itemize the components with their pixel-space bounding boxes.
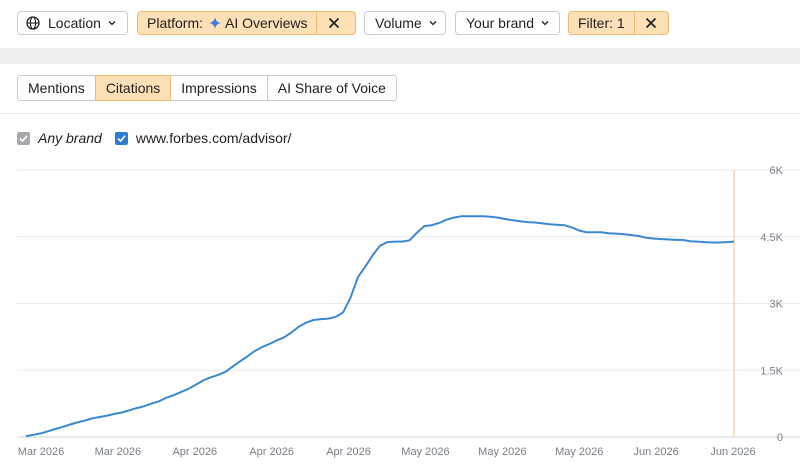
filter-count-label[interactable]: Filter: 1 xyxy=(578,15,625,31)
your-brand-filter-label: Your brand xyxy=(466,15,534,31)
volume-filter[interactable]: Volume xyxy=(364,11,446,35)
y-tick-label: 4.5K xyxy=(760,232,783,244)
any-brand-label: Any brand xyxy=(38,130,102,146)
chart-panel xyxy=(0,64,800,476)
y-tick-label: 1.5K xyxy=(760,365,783,377)
globe-icon xyxy=(26,16,40,30)
volume-filter-label: Volume xyxy=(375,15,422,31)
x-tick-label: May 2026 xyxy=(555,446,603,458)
platform-filter[interactable]: Platform: AI Overviews xyxy=(137,11,356,35)
x-tick-label: Jun 2026 xyxy=(710,446,755,458)
y-tick-label: 0 xyxy=(777,432,783,444)
your-brand-filter[interactable]: Your brand xyxy=(455,11,560,35)
forbes-advisor-checkbox[interactable] xyxy=(114,131,128,145)
x-tick-label: Apr 2026 xyxy=(249,446,294,458)
citations-line-chart: 0 1.5K 3K 4.5K 6K Mar 2026 Mar 2026 Apr 2026 Apr… xyxy=(17,165,800,458)
filter-bar: Location Platform: AI Overviews Volume Y… xyxy=(0,0,800,48)
x-tick-label: Mar 2026 xyxy=(18,446,64,458)
x-tick-label: May 2026 xyxy=(401,446,449,458)
tab-mentions[interactable]: Mentions xyxy=(17,75,96,101)
x-tick-label: Apr 2026 xyxy=(326,446,371,458)
platform-prefix: Platform: xyxy=(147,15,204,31)
close-icon xyxy=(328,17,340,29)
remove-platform-filter-button[interactable] xyxy=(316,12,350,34)
section-separator xyxy=(0,48,800,64)
check-icon xyxy=(19,134,28,142)
filter-count-chip[interactable]: Filter: 1 xyxy=(568,11,669,35)
clear-filters-button[interactable] xyxy=(633,12,668,34)
metric-tabs: Mentions Citations Impressions AI Share … xyxy=(17,75,397,101)
platform-value: AI Overviews xyxy=(225,15,308,31)
any-brand-checkbox[interactable] xyxy=(17,131,30,145)
chevron-down-icon xyxy=(429,21,437,26)
tab-citations[interactable]: Citations xyxy=(94,75,172,101)
tab-ai-share-of-voice[interactable]: AI Share of Voice xyxy=(266,75,397,101)
close-icon xyxy=(646,17,657,29)
chevron-down-icon xyxy=(108,21,116,26)
x-tick-label: Apr 2026 xyxy=(172,446,217,458)
sparkle-icon xyxy=(209,17,222,29)
y-tick-label: 3K xyxy=(770,299,784,311)
y-tick-label: 6K xyxy=(770,165,784,177)
chart-legend: Any brand www.forbes.com/advisor/ xyxy=(17,129,291,147)
platform-filter-label[interactable]: Platform: AI Overviews xyxy=(138,12,316,34)
tab-impressions[interactable]: Impressions xyxy=(170,75,268,101)
x-tick-label: Mar 2026 xyxy=(95,446,141,458)
check-icon xyxy=(117,134,126,142)
x-tick-label: May 2026 xyxy=(478,446,526,458)
x-tick-label: Jun 2026 xyxy=(633,446,678,458)
location-filter[interactable]: Location xyxy=(17,11,128,35)
location-filter-label: Location xyxy=(48,15,101,31)
series-line xyxy=(25,215,735,438)
chevron-down-icon xyxy=(541,21,549,26)
forbes-advisor-label: www.forbes.com/advisor/ xyxy=(135,130,292,146)
divider xyxy=(0,113,800,114)
